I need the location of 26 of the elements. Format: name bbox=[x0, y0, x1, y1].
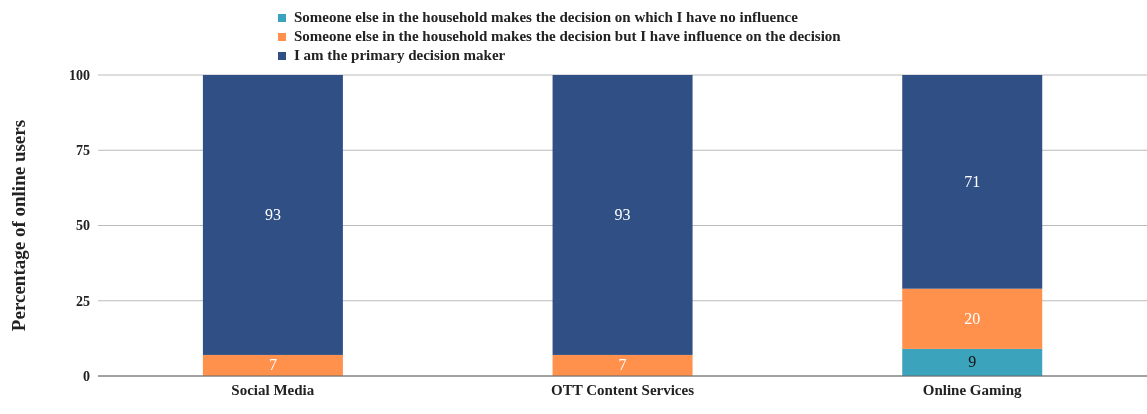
bar bbox=[902, 75, 1043, 289]
legend-label: Someone else in the household makes the decision on which I have no influence bbox=[294, 8, 798, 27]
y-tick-label: 50 bbox=[76, 218, 90, 234]
y-axis-title: Percentage of online users bbox=[7, 119, 29, 332]
data-label: 71 bbox=[964, 172, 981, 190]
y-tick-label: 0 bbox=[83, 368, 90, 384]
bar bbox=[902, 288, 1043, 349]
legend-label: I am the primary decision maker bbox=[294, 46, 506, 65]
bar bbox=[552, 75, 693, 355]
bar bbox=[902, 348, 1043, 376]
data-label: 20 bbox=[964, 309, 981, 327]
y-tick-label: 25 bbox=[76, 293, 90, 309]
y-tick-label: 100 bbox=[69, 67, 90, 83]
legend-label: Someone else in the household makes the decision but I have influence on the decision bbox=[294, 27, 841, 46]
data-label: 7 bbox=[268, 356, 277, 374]
data-label: 93 bbox=[264, 205, 281, 223]
bar bbox=[552, 354, 693, 376]
data-label: 9 bbox=[968, 353, 977, 371]
y-tick-label: 75 bbox=[76, 143, 90, 159]
x-tick-label: OTT Content Services bbox=[550, 381, 695, 398]
bar bbox=[202, 354, 343, 376]
x-tick-label: Social Media bbox=[231, 381, 315, 398]
data-label: 7 bbox=[618, 356, 627, 374]
bar bbox=[202, 75, 343, 355]
data-label: 93 bbox=[614, 205, 631, 223]
x-tick-label: Online Gaming bbox=[922, 381, 1023, 398]
